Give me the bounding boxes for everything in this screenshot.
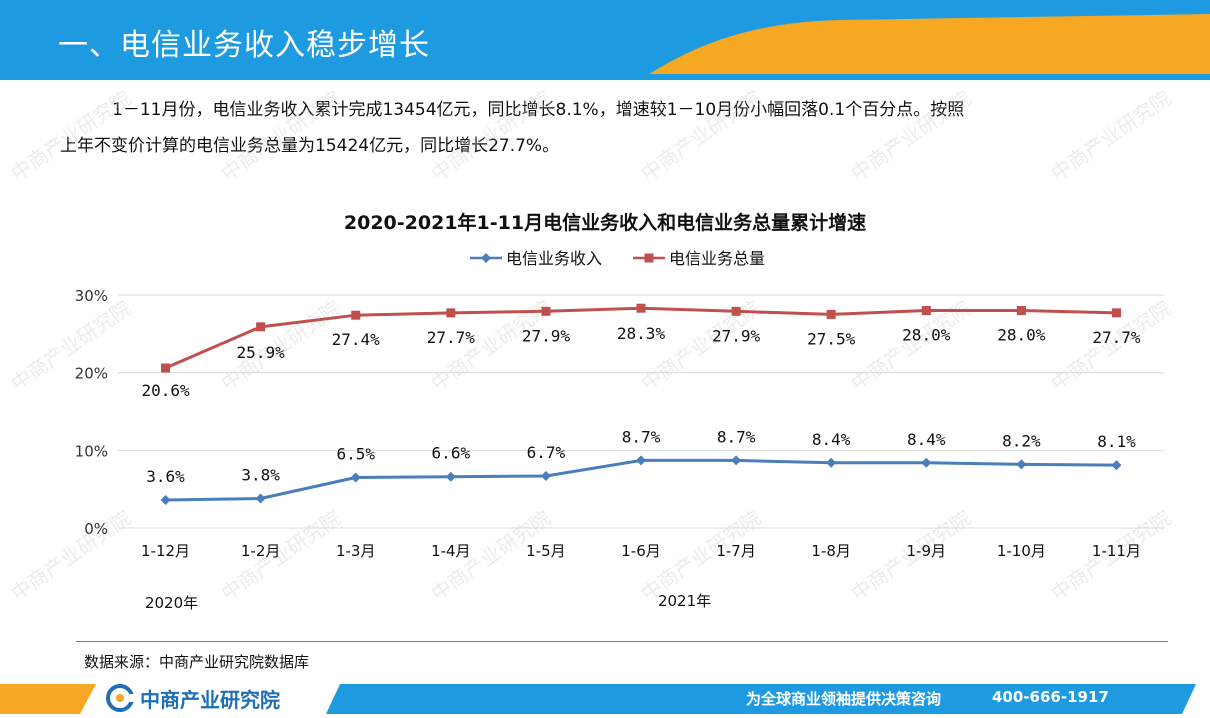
- data-label: 27.9%: [522, 326, 571, 345]
- data-point: [445, 471, 456, 482]
- footer-logo: 中商产业研究院: [106, 681, 280, 715]
- data-label: 28.0%: [902, 326, 951, 345]
- data-label: 28.3%: [617, 324, 666, 343]
- logo-icon: [106, 684, 134, 712]
- data-point: [256, 322, 266, 332]
- header-bar: 一、电信业务收入稳步增长: [0, 0, 1210, 80]
- legend-label: 电信业务总量: [669, 249, 765, 268]
- data-point: [1016, 306, 1026, 316]
- footer: 中商产业研究院 为全球商业领袖提供决策咨询 400-666-1917: [0, 681, 1210, 718]
- y-tick-label: 30%: [75, 287, 108, 305]
- data-label: 28.0%: [997, 326, 1046, 345]
- data-point: [636, 303, 646, 313]
- x-tick-label: 1-7月: [716, 542, 756, 560]
- data-point: [160, 495, 171, 506]
- data-label: 8.7%: [717, 427, 756, 446]
- category-group-label: 2021年: [658, 592, 711, 610]
- x-tick-label: 1-4月: [431, 542, 471, 560]
- footer-slogan: 为全球商业领袖提供决策咨询: [746, 690, 942, 708]
- data-label: 8.4%: [812, 430, 851, 449]
- data-point: [540, 470, 551, 481]
- intro-paragraph: 1－11月份，电信业务收入累计完成13454亿元，同比增长8.1%，增速较1－1…: [60, 92, 1150, 164]
- x-tick-label: 1-3月: [336, 542, 376, 560]
- data-label: 6.5%: [336, 445, 375, 464]
- data-label: 3.6%: [146, 467, 185, 486]
- data-point: [446, 308, 456, 318]
- intro-line-2: 上年不变价计算的电信业务总量为15424亿元，同比增长27.7%。: [60, 136, 560, 156]
- data-label: 27.4%: [332, 330, 381, 349]
- data-label: 27.7%: [1092, 328, 1141, 347]
- y-tick-label: 20%: [75, 365, 108, 383]
- data-label: 3.8%: [241, 465, 280, 484]
- data-label: 20.6%: [141, 381, 190, 400]
- x-tick-label: 1-9月: [907, 542, 947, 560]
- data-label: 27.5%: [807, 329, 856, 348]
- y-tick-label: 0%: [84, 520, 108, 538]
- data-point: [350, 472, 361, 483]
- footer-bar: [0, 684, 1196, 714]
- data-point: [921, 457, 932, 468]
- data-label: 8.7%: [622, 427, 661, 446]
- category-group-label: 2020年: [145, 594, 198, 612]
- data-point: [1111, 460, 1122, 471]
- y-tick-label: 10%: [75, 442, 108, 460]
- data-label: 6.7%: [527, 443, 566, 462]
- data-point: [1111, 308, 1121, 318]
- page-title: 一、电信业务收入稳步增长: [58, 28, 430, 63]
- x-tick-label: 1-8月: [811, 542, 851, 560]
- x-tick-label: 1-5月: [526, 542, 566, 560]
- x-tick-label: 1-11月: [1092, 542, 1141, 560]
- data-point: [826, 309, 836, 319]
- logo-text: 中商产业研究院: [140, 687, 280, 712]
- data-point: [161, 363, 171, 373]
- data-point: [255, 493, 266, 504]
- data-point: [351, 310, 361, 320]
- source-divider: [76, 641, 1168, 642]
- data-label: 8.4%: [907, 430, 946, 449]
- data-label: 27.7%: [427, 328, 476, 347]
- data-point: [1016, 459, 1027, 470]
- data-point: [731, 306, 741, 316]
- data-source: 数据来源：中商产业研究院数据库: [84, 653, 310, 671]
- data-label: 8.1%: [1097, 432, 1136, 451]
- x-tick-label: 1-2月: [241, 542, 281, 560]
- x-tick-label: 1-6月: [621, 542, 661, 560]
- data-point: [921, 306, 931, 316]
- data-point: [541, 306, 551, 316]
- header-accent-shape: [0, 14, 1210, 80]
- data-point: [731, 455, 742, 466]
- data-point: [636, 455, 646, 466]
- data-label: 8.2%: [1002, 431, 1041, 450]
- footer-phone: 400-666-1917: [992, 688, 1109, 706]
- intro-line-1-text: 1－11月份，电信业务收入累计完成13454亿元，同比增长8.1%，增速较1－1…: [112, 100, 965, 120]
- data-label: 25.9%: [237, 343, 286, 362]
- legend-label: 电信业务收入: [506, 249, 602, 268]
- data-label: 27.9%: [712, 326, 761, 345]
- x-tick-label: 1-10月: [997, 542, 1046, 560]
- legend-marker: [644, 253, 654, 263]
- intro-line-1: 1－11月份，电信业务收入累计完成13454亿元，同比增长8.1%，增速较1－1…: [60, 92, 1150, 128]
- chart-title: 2020-2021年1-11月电信业务收入和电信业务总量累计增速: [344, 211, 866, 234]
- legend-marker: [481, 253, 491, 263]
- data-label: 6.6%: [432, 444, 471, 463]
- data-point: [826, 457, 837, 468]
- x-tick-label: 1-12月: [141, 542, 190, 560]
- series-line: [165, 458, 1117, 502]
